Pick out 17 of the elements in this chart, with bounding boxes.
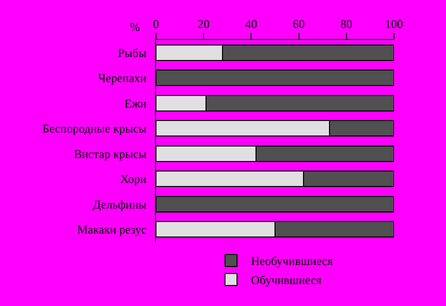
y-tick-label: Дельфины	[92, 197, 147, 212]
x-tick-label: 60	[292, 17, 305, 32]
x-tick-label: 0	[153, 17, 159, 32]
x-tick-label: 40	[245, 17, 258, 32]
y-tick-label: Рыбы	[118, 46, 147, 60]
legend-label: Необучившиеся	[251, 254, 334, 268]
y-tick-label: Макаки резус	[77, 222, 147, 237]
x-tick-label: 20	[198, 17, 210, 32]
x-axis-title: %	[130, 20, 140, 34]
legend-label: Обучившиеся	[251, 273, 322, 288]
x-tick-label: 100	[385, 17, 403, 32]
y-tick-label: Вистар крысы	[74, 146, 147, 161]
y-tick-label: Хори	[120, 172, 148, 186]
x-tick-label: 80	[340, 17, 352, 32]
y-tick-label: Ежи	[124, 96, 148, 110]
y-tick-label: Черепахи	[98, 71, 148, 86]
y-tick-label: Беспородные крысы	[42, 122, 147, 136]
